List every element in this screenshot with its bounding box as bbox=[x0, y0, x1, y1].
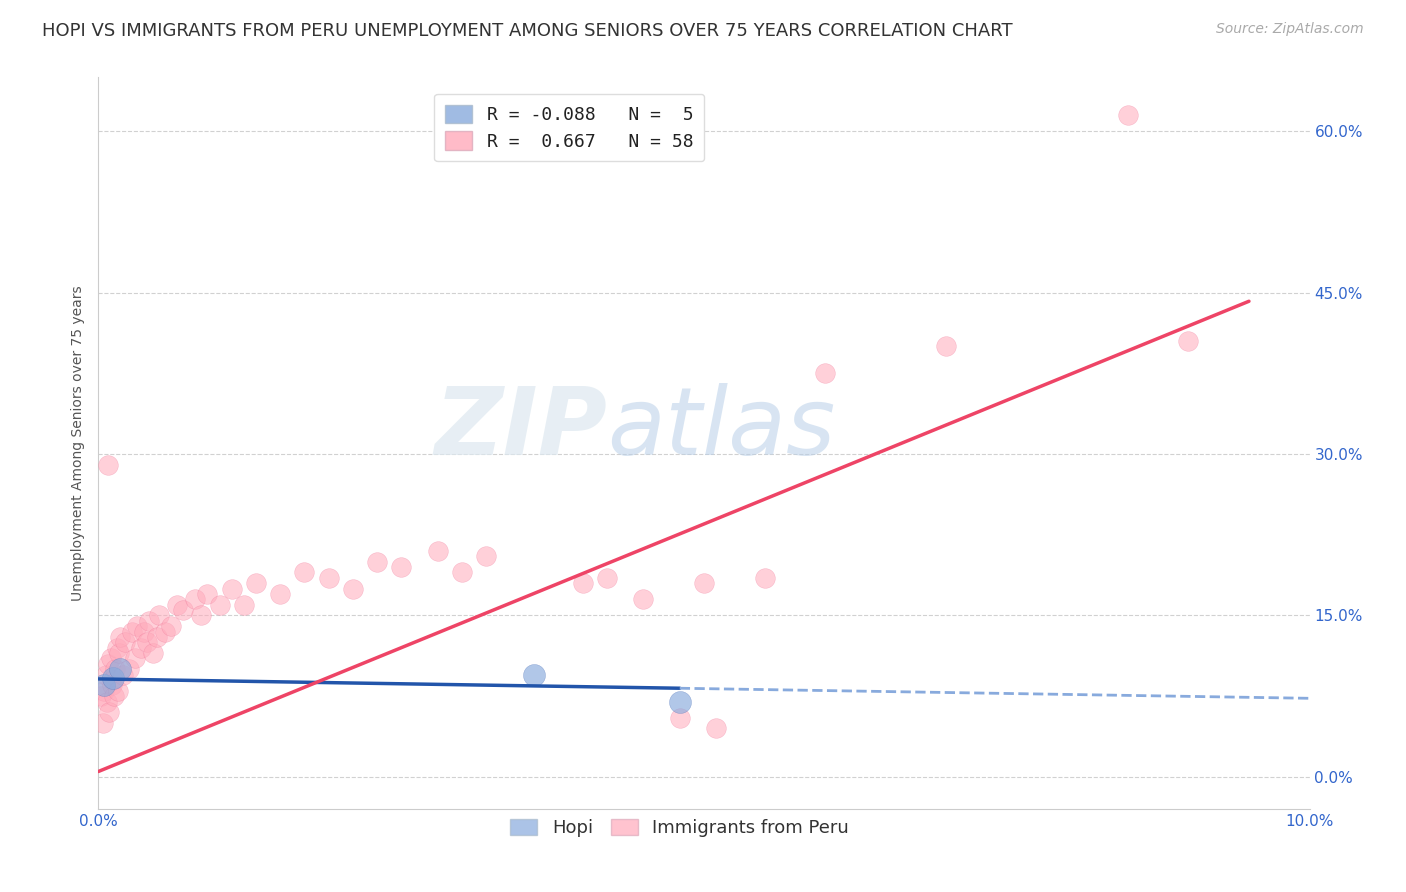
Point bbox=[342, 582, 364, 596]
Point bbox=[111, 667, 134, 681]
Point bbox=[114, 635, 136, 649]
Point bbox=[221, 582, 243, 596]
Point bbox=[693, 576, 716, 591]
Text: HOPI VS IMMIGRANTS FROM PERU UNEMPLOYMENT AMONG SENIORS OVER 75 YEARS CORRELATIO: HOPI VS IMMIGRANTS FROM PERU UNEMPLOYMEN… bbox=[42, 22, 1012, 40]
Point bbox=[1116, 108, 1139, 122]
Point bbox=[148, 608, 170, 623]
Y-axis label: Unemployment Among Seniors over 75 years: Unemployment Among Seniors over 75 years bbox=[72, 285, 86, 601]
Text: atlas: atlas bbox=[607, 384, 835, 475]
Point bbox=[142, 646, 165, 660]
Point bbox=[91, 716, 114, 731]
Point bbox=[121, 624, 143, 639]
Point bbox=[138, 614, 160, 628]
Point bbox=[184, 592, 207, 607]
Point bbox=[197, 587, 219, 601]
Point bbox=[101, 671, 124, 685]
Point bbox=[110, 662, 132, 676]
Point bbox=[110, 630, 132, 644]
Point bbox=[172, 603, 194, 617]
Point bbox=[190, 608, 212, 623]
Point bbox=[145, 630, 167, 644]
Point bbox=[208, 598, 231, 612]
Point bbox=[245, 576, 267, 591]
Point bbox=[426, 544, 449, 558]
Point bbox=[318, 571, 340, 585]
Point bbox=[135, 635, 157, 649]
Point bbox=[94, 667, 117, 681]
Point bbox=[98, 706, 121, 720]
Point bbox=[633, 592, 655, 607]
Point bbox=[366, 555, 388, 569]
Point bbox=[572, 576, 595, 591]
Point bbox=[104, 662, 127, 676]
Point bbox=[450, 566, 472, 580]
Point bbox=[129, 640, 152, 655]
Point bbox=[935, 339, 957, 353]
Point bbox=[118, 662, 141, 676]
Text: Source: ZipAtlas.com: Source: ZipAtlas.com bbox=[1216, 22, 1364, 37]
Point bbox=[90, 689, 112, 703]
Point bbox=[232, 598, 254, 612]
Point bbox=[389, 560, 412, 574]
Point bbox=[107, 683, 129, 698]
Point bbox=[668, 711, 690, 725]
Point bbox=[105, 640, 128, 655]
Point bbox=[101, 673, 124, 687]
Point bbox=[269, 587, 291, 601]
Text: ZIP: ZIP bbox=[434, 383, 607, 475]
Point bbox=[93, 683, 115, 698]
Point bbox=[127, 619, 149, 633]
Point bbox=[103, 689, 125, 703]
Point bbox=[704, 722, 727, 736]
Point bbox=[100, 678, 122, 692]
Point bbox=[754, 571, 776, 585]
Point bbox=[668, 694, 690, 708]
Point bbox=[100, 651, 122, 665]
Point bbox=[596, 571, 619, 585]
Point bbox=[108, 646, 131, 660]
Point bbox=[97, 657, 120, 671]
Point bbox=[160, 619, 183, 633]
Point bbox=[523, 667, 546, 681]
Point bbox=[1177, 334, 1199, 348]
Point bbox=[96, 694, 118, 708]
Point bbox=[292, 566, 315, 580]
Legend: Hopi, Immigrants from Peru: Hopi, Immigrants from Peru bbox=[503, 812, 856, 844]
Point bbox=[124, 651, 146, 665]
Point bbox=[475, 549, 498, 564]
Point bbox=[97, 458, 120, 472]
Point bbox=[153, 624, 176, 639]
Point bbox=[93, 678, 115, 692]
Point bbox=[814, 367, 837, 381]
Point bbox=[134, 624, 156, 639]
Point bbox=[166, 598, 188, 612]
